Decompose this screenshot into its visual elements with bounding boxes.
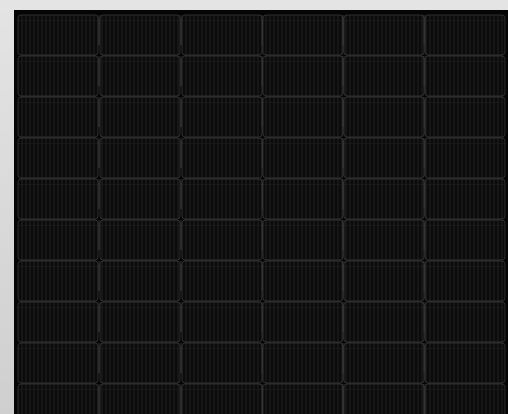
solar-cell xyxy=(182,302,262,342)
solar-cell xyxy=(100,138,180,178)
solar-cell xyxy=(425,261,505,301)
solar-cell xyxy=(344,179,424,219)
solar-cell xyxy=(182,15,262,55)
solar-cell xyxy=(263,97,343,137)
solar-cell xyxy=(100,302,180,342)
page: (() => { const data = JSON.parse(documen… xyxy=(0,0,508,414)
solar-cell xyxy=(344,302,424,342)
solar-cell xyxy=(263,56,343,96)
solar-cell xyxy=(344,261,424,301)
solar-cell xyxy=(425,302,505,342)
solar-cell xyxy=(100,179,180,219)
solar-cell xyxy=(18,138,98,178)
solar-cell xyxy=(182,179,262,219)
solar-panel-photo xyxy=(0,0,508,414)
solar-cell xyxy=(263,384,343,414)
solar-cell xyxy=(425,179,505,219)
solar-cell xyxy=(263,138,343,178)
solar-cell xyxy=(182,261,262,301)
solar-cell xyxy=(18,220,98,260)
solar-cell xyxy=(100,261,180,301)
solar-cell xyxy=(263,220,343,260)
solar-cell xyxy=(100,384,180,414)
solar-cell xyxy=(263,302,343,342)
solar-cell xyxy=(100,343,180,383)
solar-cell xyxy=(344,220,424,260)
solar-cell xyxy=(344,97,424,137)
solar-cell xyxy=(182,384,262,414)
solar-cell xyxy=(425,15,505,55)
solar-cell xyxy=(425,384,505,414)
solar-cell xyxy=(425,56,505,96)
solar-cell xyxy=(18,302,98,342)
solar-cell xyxy=(100,15,180,55)
solar-cell xyxy=(344,343,424,383)
cell-grid xyxy=(18,15,505,414)
solar-cell xyxy=(18,179,98,219)
solar-cell xyxy=(182,343,262,383)
solar-cell xyxy=(344,384,424,414)
solar-cell xyxy=(182,97,262,137)
solar-cell xyxy=(263,343,343,383)
solar-cell xyxy=(100,97,180,137)
solar-cell xyxy=(18,261,98,301)
solar-cell xyxy=(18,15,98,55)
solar-cell xyxy=(182,220,262,260)
solar-cell xyxy=(425,138,505,178)
solar-cell xyxy=(100,56,180,96)
solar-cell xyxy=(182,138,262,178)
solar-cell xyxy=(18,56,98,96)
solar-cell xyxy=(425,97,505,137)
solar-cell xyxy=(18,384,98,414)
solar-cell xyxy=(100,220,180,260)
solar-cell xyxy=(425,343,505,383)
solar-cell xyxy=(344,56,424,96)
solar-cell xyxy=(263,179,343,219)
solar-cell xyxy=(344,15,424,55)
solar-cell xyxy=(263,15,343,55)
solar-cell xyxy=(263,261,343,301)
solar-cell xyxy=(18,97,98,137)
solar-cell xyxy=(18,343,98,383)
solar-cell xyxy=(425,220,505,260)
solar-cell xyxy=(344,138,424,178)
solar-cell xyxy=(182,56,262,96)
